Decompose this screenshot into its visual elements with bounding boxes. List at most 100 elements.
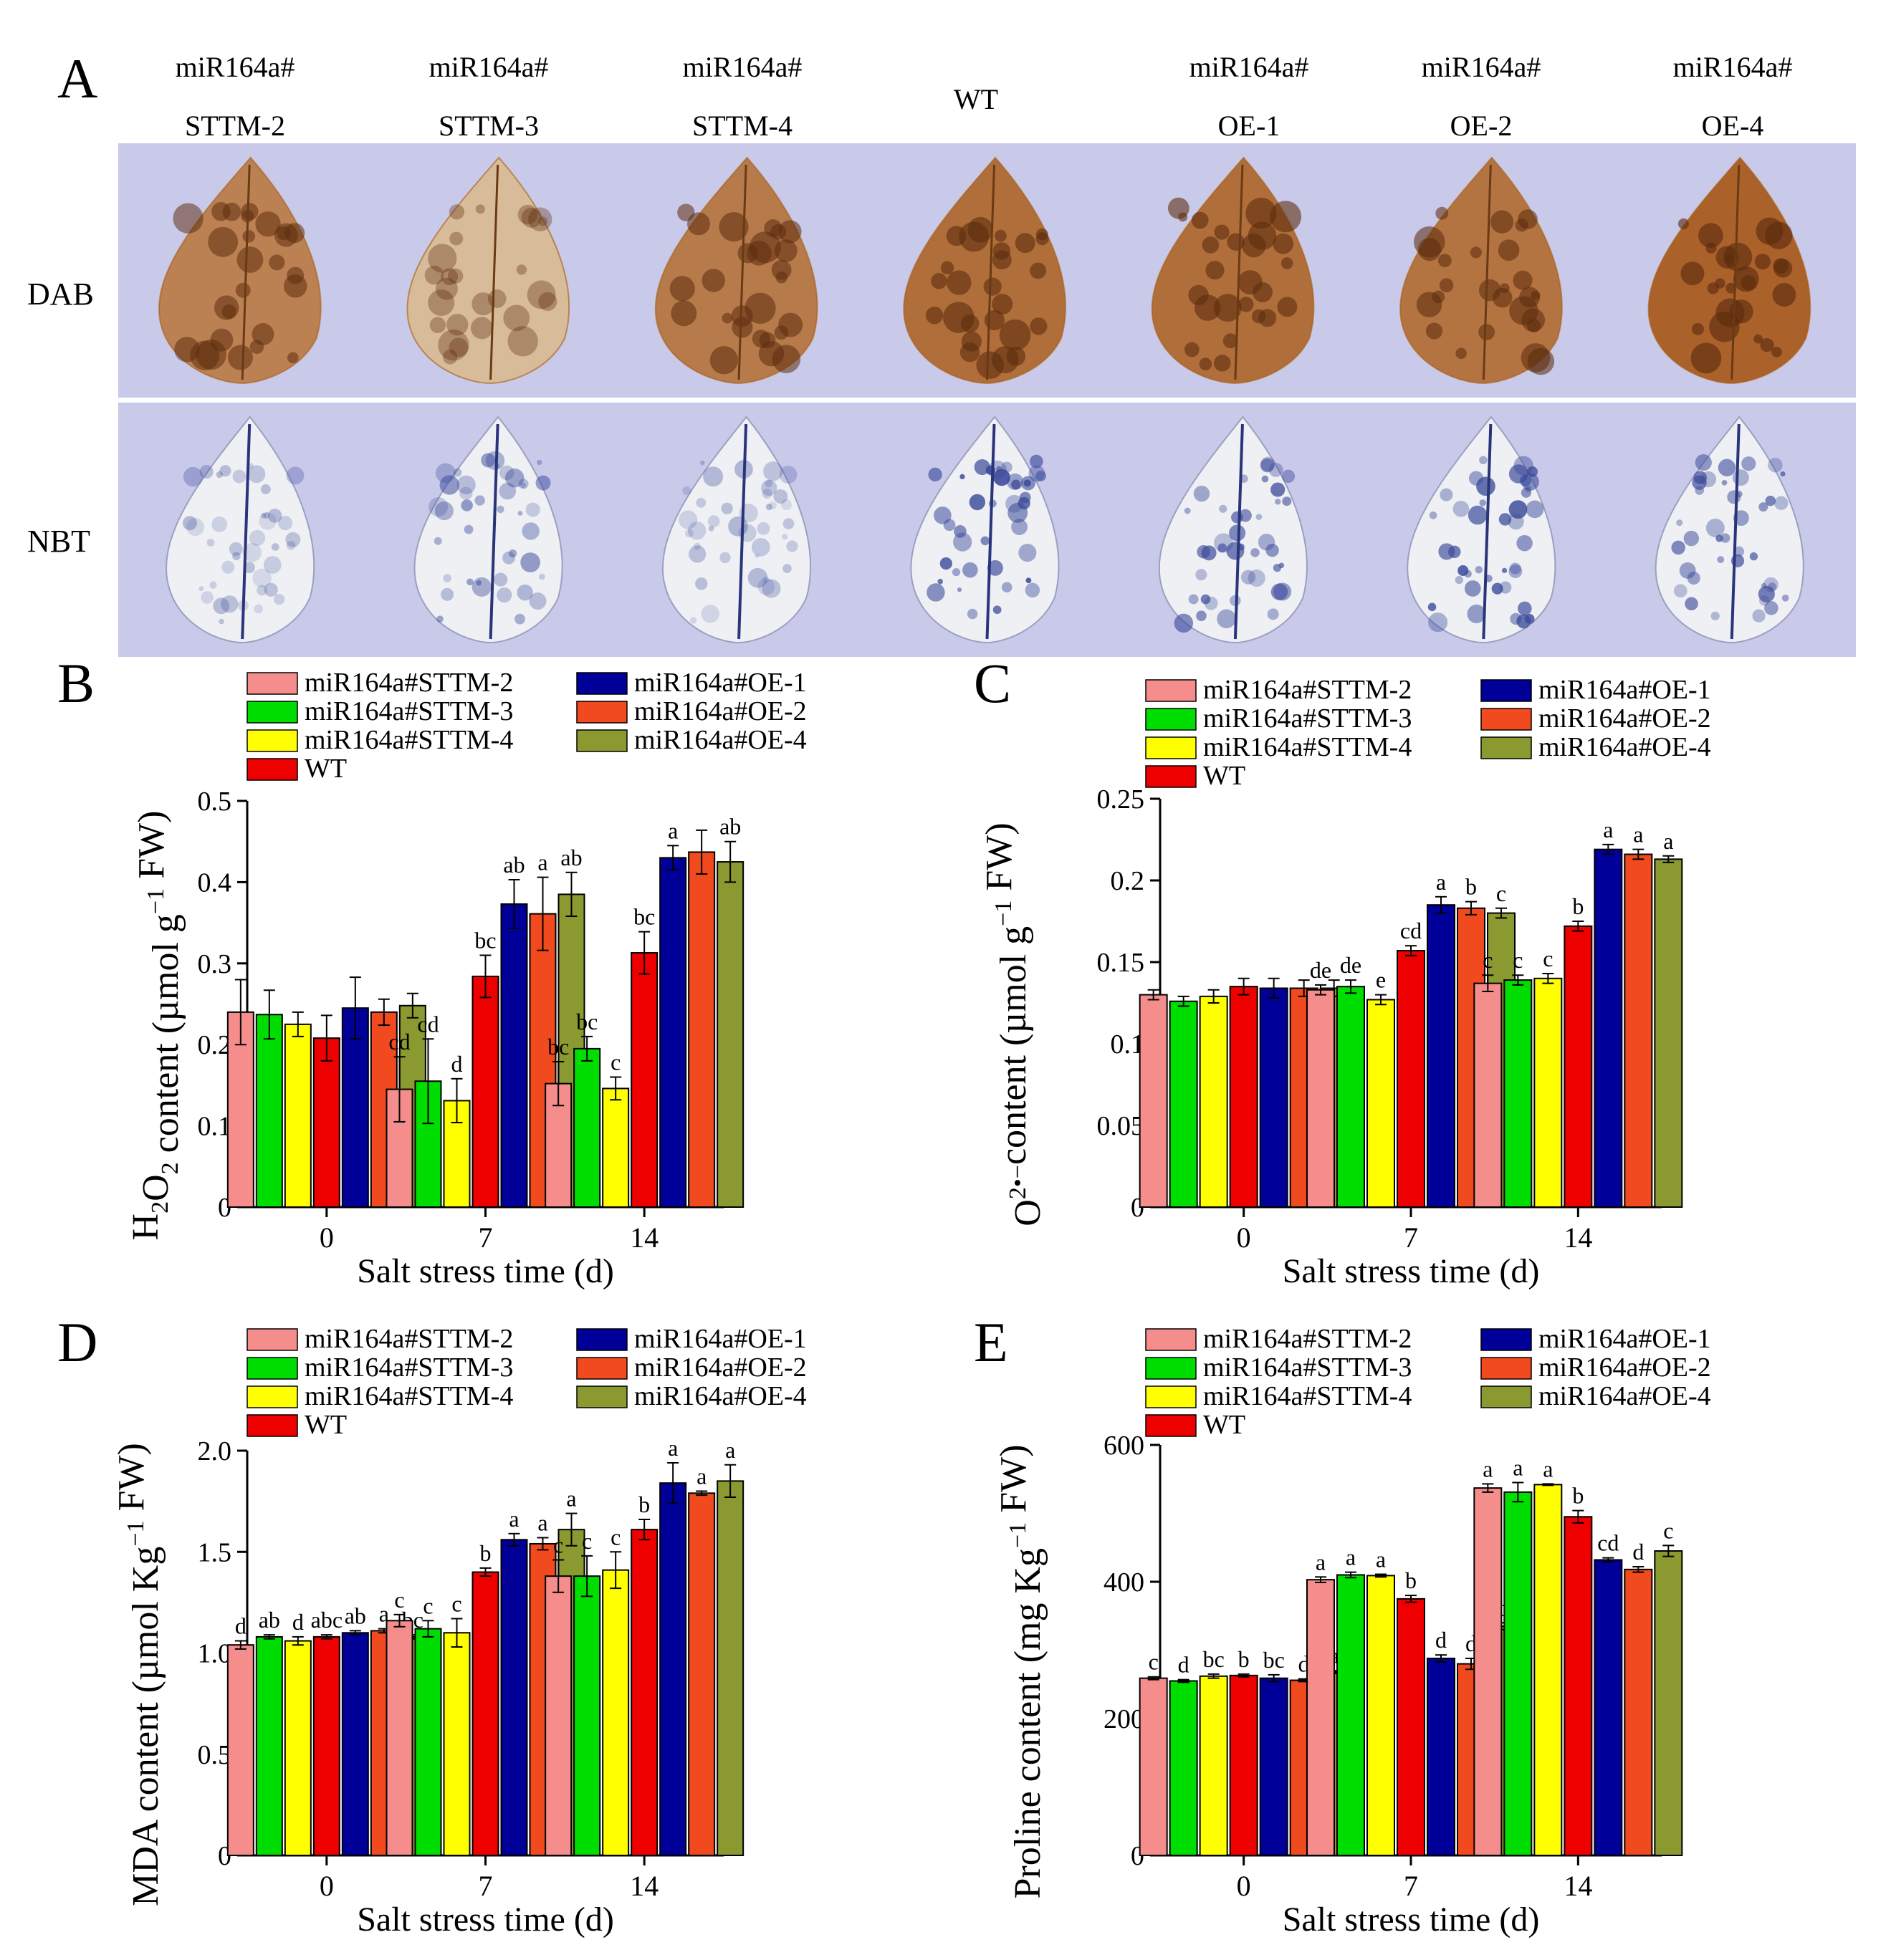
y-axis-label: H2O2 content (µmol g−1 FW): [125, 811, 186, 1241]
nbt-spot: [1011, 479, 1021, 490]
bar: [341, 1007, 369, 1208]
nbt-spot: [1428, 612, 1448, 633]
nbt-spot: [1005, 494, 1023, 513]
nbt-spot: [267, 509, 282, 523]
nbt-spot: [1025, 577, 1032, 584]
dab-stain: [655, 158, 818, 383]
column-label-oe-4: miR164a# OE-4: [1611, 47, 1854, 147]
nbt-spot: [514, 613, 525, 625]
legend-swatch: [246, 758, 298, 781]
y-axis-label-part: FW): [979, 822, 1020, 900]
nbt-spot: [464, 524, 474, 534]
nbt-spot: [757, 522, 770, 535]
significance-letter: c: [1663, 1517, 1673, 1543]
y-axis-label-part: O: [135, 1174, 176, 1201]
dab-spot: [538, 292, 557, 311]
nbt-spot: [1476, 476, 1495, 496]
nbt-spot: [1479, 499, 1486, 506]
nbt-spot: [1021, 476, 1035, 491]
significance-letter: d: [1435, 1627, 1447, 1653]
dab-spot: [976, 351, 1004, 379]
dab-spot: [677, 203, 695, 221]
bar: [1169, 1000, 1198, 1208]
x-tick-label: 7: [1404, 1870, 1418, 1902]
dab-spot: [1188, 284, 1209, 306]
dab-spot: [999, 319, 1031, 351]
legend-label: miR164a#OE-1: [634, 668, 807, 698]
y-axis-label: Proline content (mg Kg−1 FW): [993, 1444, 1048, 1898]
dab-spot: [284, 274, 307, 298]
nbt-spot: [1710, 611, 1720, 620]
nbt-spot: [1752, 609, 1766, 623]
dab-spot: [774, 239, 798, 262]
legend-label: miR164a#STTM-4: [1203, 1381, 1412, 1411]
y-axis-label-part: 2: [157, 1162, 183, 1174]
nbt-spot: [1018, 496, 1030, 510]
dab-spot: [242, 230, 255, 243]
nbt-spot: [1695, 486, 1705, 495]
nbt-spot: [198, 586, 204, 591]
significance-letter: bc: [474, 927, 496, 953]
nbt-spot: [927, 583, 945, 602]
legend-swatch: [1145, 765, 1197, 788]
nbt-spot: [1467, 604, 1486, 623]
nbt-spot: [1195, 569, 1207, 581]
nbt-spot: [719, 552, 731, 564]
nbt-spot: [436, 615, 444, 623]
significance-letter: bc: [547, 1034, 569, 1060]
nbt-spot: [254, 604, 263, 614]
dab-spot: [471, 292, 495, 316]
legend-label: WT: [305, 1410, 347, 1440]
y-axis-label-part: −1: [123, 1520, 149, 1546]
nbt-spot: [1516, 534, 1533, 552]
column-label-line1: miR164a#: [175, 51, 295, 83]
nbt-spot: [182, 516, 197, 531]
nbt-spot: [928, 467, 942, 482]
nbt-spot: [939, 557, 952, 570]
significance-letter: b: [1572, 893, 1584, 919]
column-label-oe-2: miR164a# OE-2: [1359, 47, 1603, 147]
significance-letter: a: [1633, 822, 1643, 847]
nbt-spot: [708, 525, 714, 532]
nbt-spot: [1692, 475, 1707, 490]
significance-letter: bc: [1263, 1647, 1285, 1673]
nbt-spot: [763, 461, 783, 481]
bar: [1199, 995, 1228, 1208]
bar: [1306, 989, 1335, 1208]
nbt-spot: [252, 568, 272, 588]
dab-spot: [995, 229, 1007, 242]
nbt-spot: [1508, 500, 1528, 519]
bar: [1366, 1575, 1395, 1856]
x-tick-label: 7: [479, 1221, 493, 1254]
nbt-spot: [249, 529, 266, 547]
dab-spot: [438, 329, 469, 361]
dab-leaf: [158, 156, 322, 385]
nbt-leaf: [661, 415, 812, 644]
nbt-spot: [1240, 570, 1256, 585]
significance-letter: a: [1483, 1456, 1493, 1481]
bar: [602, 1569, 630, 1856]
dab-spot: [252, 323, 274, 345]
dab-spot: [449, 204, 465, 220]
dab-spot: [1227, 233, 1245, 251]
nbt-spot: [761, 479, 777, 496]
nbt-spot: [703, 466, 724, 487]
nbt-spot: [695, 577, 708, 590]
bar: [1139, 994, 1168, 1208]
nbt-spot: [443, 574, 452, 582]
significance-letter: a: [1603, 817, 1613, 842]
bar: [284, 1023, 312, 1208]
significance-letter: b: [1572, 1483, 1584, 1509]
significance-letter: bc: [1203, 1646, 1225, 1672]
bar: [602, 1087, 630, 1208]
y-axis-label-part: Proline content (mg Kg: [1007, 1548, 1048, 1899]
bar: [1594, 848, 1623, 1208]
panel-letter: C: [974, 652, 1011, 714]
bar: [1594, 1559, 1623, 1856]
legend-swatch: [576, 729, 628, 752]
dab-spot: [1705, 242, 1717, 254]
nbt-spot: [1679, 562, 1696, 579]
bar: [500, 903, 528, 1208]
bar: [573, 1047, 601, 1208]
nbt-spot: [1524, 485, 1532, 493]
